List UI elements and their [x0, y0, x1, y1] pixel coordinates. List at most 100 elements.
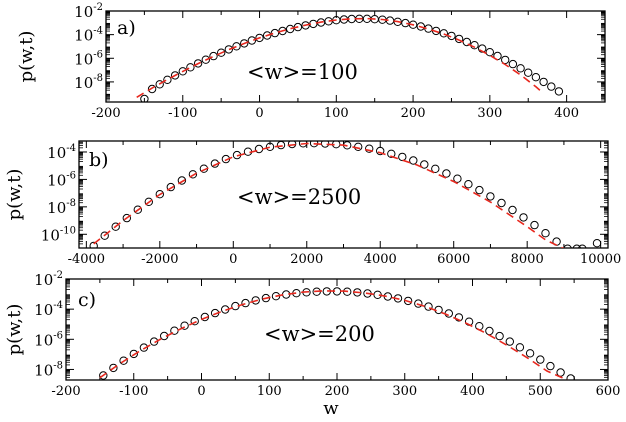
panel-b-ytick-label: 10-4: [47, 143, 76, 162]
panel-b-data-point: [254, 144, 264, 154]
panel-c-plot-area: [99, 287, 575, 380]
panel-b-data-point: [431, 164, 440, 174]
panel-c-data-point: [99, 371, 108, 380]
panel-a-xtick-label: 200: [401, 106, 426, 121]
panel-a-frame: [105, 10, 606, 103]
panel-b-data-point: [155, 190, 165, 199]
panel-c-data-point: [536, 355, 545, 364]
panel-c-ytick-label: 10-8: [34, 360, 63, 379]
panel-b-data-point: [592, 239, 602, 248]
panel-c-data-point: [525, 349, 535, 358]
panel-a-data-point: [454, 34, 464, 44]
panel-a-data-point: [278, 26, 287, 36]
panel-a: -200 -100 0 100 200 300 400 10-8 10-6 10-4 10-2 a) <…: [16, 2, 606, 121]
panel-a-fit-line: [136, 17, 545, 98]
panel-a-data-point: [263, 31, 272, 40]
panel-b-data-point: [475, 185, 484, 195]
panel-a-data-point: [516, 64, 525, 73]
panel-a-data-point: [524, 68, 533, 77]
panel-c-data-point: [566, 374, 575, 380]
panel-a-data-point: [247, 36, 257, 45]
panel-a-xtick-label: 0: [255, 106, 263, 121]
panel-c-data-point: [119, 356, 128, 365]
panel-b-data-point: [453, 174, 462, 183]
panel-b-xtick-label: 8000: [511, 252, 544, 267]
panel-b-data-point: [122, 213, 132, 223]
panel-c-ytick-label: 10-2: [34, 270, 63, 289]
panel-a-data-point: [416, 22, 425, 31]
panel-b-data-point: [508, 205, 517, 215]
panel-a-xtick-label: -200: [91, 106, 120, 121]
panel-c-xtick-label: 300: [392, 384, 417, 399]
panel-b-data-point: [409, 156, 418, 165]
panel-a-data-point: [178, 67, 188, 76]
panel-c: -200 -100 0 100 200 300 400 500 600 10-8 10-6 10-4 1…: [4, 270, 620, 419]
panel-b-data-point: [578, 244, 587, 248]
panel-a-ylabel: p(w,t): [16, 31, 37, 83]
panel-b-xtick-label: 0: [229, 252, 237, 267]
panel-a-plot-area: [136, 14, 564, 102]
panel-a-ytick-label: 10-2: [74, 2, 103, 21]
panel-c-xtick-label: 100: [257, 384, 282, 399]
panel-a-xtick-label: 100: [324, 106, 349, 121]
panel-b-plot-area: [89, 141, 602, 248]
panel-b-data-point: [541, 229, 550, 238]
panel-c-xtick-label: -100: [119, 384, 148, 399]
panel-b-xtick-label: 4000: [364, 252, 397, 267]
panel-a-data-point: [508, 59, 518, 69]
panel-b-ytick-label: 10-6: [47, 170, 76, 189]
panel-a-xtick-label: 400: [554, 106, 579, 121]
panel-b-xtick-label: 2000: [290, 252, 323, 267]
panel-b-data-point: [420, 160, 429, 169]
panel-a-data-point: [147, 84, 157, 94]
panel-a-data-point: [301, 21, 310, 30]
panel-a-label: a): [117, 17, 136, 39]
panel-b-data-point: [144, 197, 154, 207]
panel-a-data-point: [401, 18, 410, 28]
panel-a-data-point: [439, 29, 448, 38]
panel-c-annotation: <w>=200: [264, 322, 375, 346]
panel-a-data-point: [554, 87, 564, 96]
panel-b-xtick-label: -4000: [68, 252, 105, 267]
panel-c-data-point: [109, 363, 118, 373]
panel-a-data-point: [255, 33, 264, 43]
panel-a-data-point: [531, 73, 541, 82]
panel-b-xtick-label: 6000: [437, 252, 470, 267]
panel-a-data-point: [240, 39, 249, 48]
panel-c-data-point: [454, 313, 464, 322]
panel-a-data-point: [155, 80, 164, 89]
panel-b-data-point: [387, 149, 396, 159]
panel-a-data-point: [193, 59, 203, 68]
panel-c-data-point: [129, 349, 139, 359]
panel-b-data-point: [100, 231, 109, 240]
panel-c-data-point: [495, 331, 504, 341]
panel-b-data-point: [497, 198, 506, 208]
panel-c-xlabel: w: [323, 398, 339, 419]
panel-a-data-point: [547, 82, 556, 91]
panel-b-data-point: [486, 192, 495, 201]
panel-c-data-point: [414, 299, 423, 308]
panel-a-data-point: [224, 45, 234, 54]
panel-a-data-point: [209, 51, 218, 61]
panel-c-xtick-label: 400: [460, 384, 485, 399]
panel-b-data-point: [287, 141, 297, 149]
panel-a-data-point: [186, 63, 195, 72]
panel-c-data-point: [190, 317, 199, 326]
panel-c-data-point: [505, 337, 514, 346]
panel-b-data-point: [398, 152, 407, 162]
panel-b-xtick-label: 10000: [580, 252, 621, 267]
panel-a-ytick-label: 10-4: [74, 26, 103, 45]
panel-b-data-point: [572, 244, 581, 248]
panel-c-data-point: [546, 361, 555, 371]
panel-a-data-point: [201, 55, 211, 64]
panel-b-data-point: [276, 141, 286, 150]
panel-a-data-point: [217, 48, 226, 57]
panel-c-ylabel: p(w,t): [4, 304, 25, 356]
panel-a-data-point: [485, 48, 494, 57]
panel-c-xtick-label: -200: [51, 384, 80, 399]
panel-c-fit-line: [99, 290, 568, 380]
panel-b-data-point: [530, 220, 539, 230]
panel-a-annotation: <w>=100: [247, 60, 358, 84]
panel-c-data-point: [139, 343, 149, 352]
panel-c-data-point: [241, 298, 250, 308]
